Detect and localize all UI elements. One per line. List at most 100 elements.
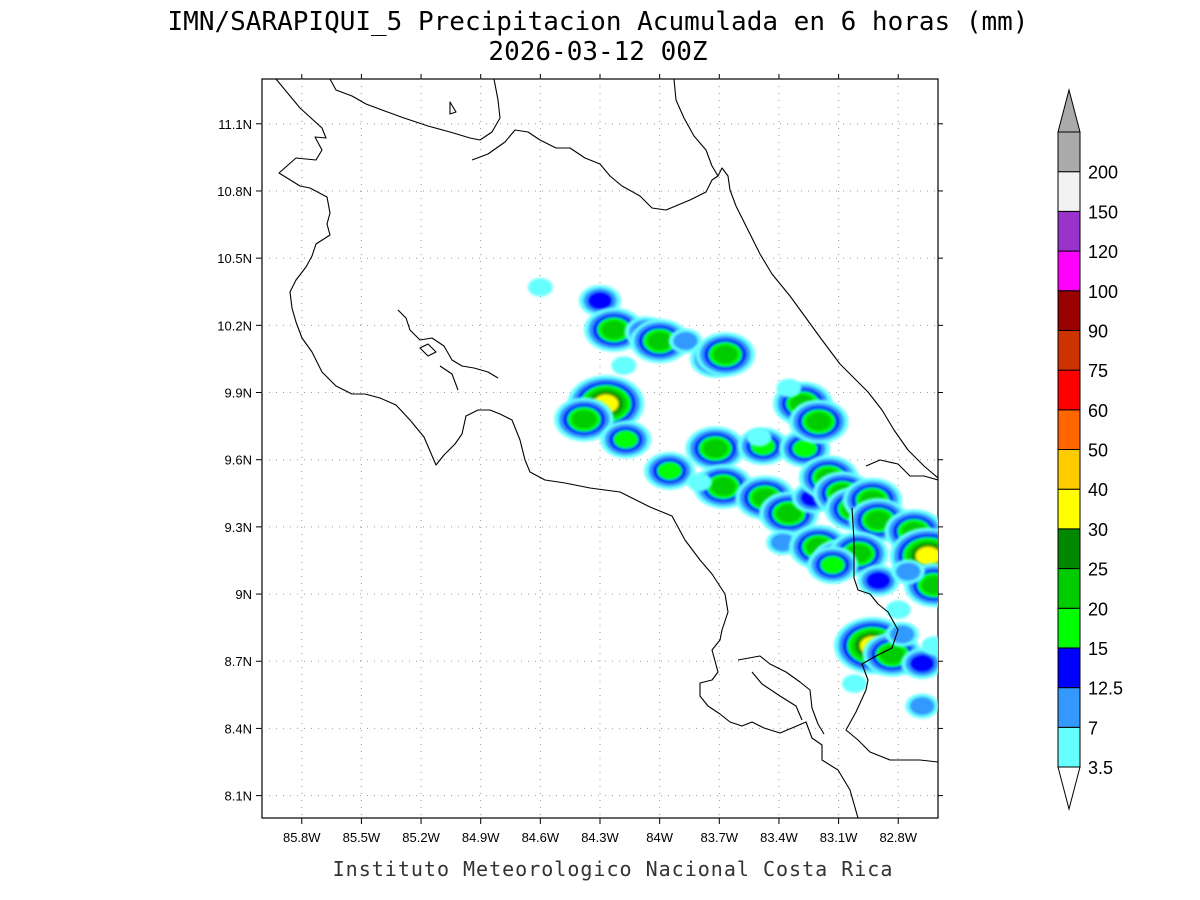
colorbar-label: 75 <box>1088 361 1108 381</box>
precip-cell <box>686 472 712 492</box>
colorbar-swatch <box>1057 210 1081 252</box>
lake-island <box>449 101 457 115</box>
precip-contour <box>571 410 597 429</box>
colorbar-label: 150 <box>1088 202 1118 222</box>
precip-contour <box>915 546 938 566</box>
precip-contour <box>611 356 637 375</box>
lat-tick-label: 8.4N <box>225 721 252 736</box>
lat-lon-grid <box>262 79 938 818</box>
lat-tick-label: 9.3N <box>225 520 252 535</box>
colorbar-label: 40 <box>1088 480 1108 500</box>
institution-credit: Instituto Meteorologico Nacional Costa R… <box>333 857 894 881</box>
precip-cell <box>611 356 637 375</box>
colorbar-swatch <box>1057 369 1081 411</box>
precipitation-colorbar: 3.5 7 12.5 15 20 25 30 40 50 60 75 90 100 120 150 200 <box>1057 88 1123 811</box>
precip-contour <box>792 439 818 458</box>
colorbar-label: 100 <box>1088 282 1118 302</box>
precip-cell <box>629 319 690 364</box>
colorbar-swatch <box>1057 607 1081 649</box>
colorbar-label: 30 <box>1088 520 1108 540</box>
precip-contour <box>776 504 802 523</box>
lat-tick-label: 10.8N <box>217 184 252 199</box>
precip-contour <box>909 696 935 716</box>
colorbar-label: 120 <box>1088 242 1118 262</box>
precip-cell <box>685 426 746 471</box>
precip-contour <box>806 412 832 431</box>
map-plot-area <box>261 78 939 819</box>
lat-tick-label: 9.6N <box>225 453 252 468</box>
colorbar-min-arrow <box>1057 766 1081 811</box>
colorbar-swatch <box>1057 131 1081 173</box>
lon-tick-label: 85.8W <box>283 830 321 845</box>
colorbar-max-arrow <box>1057 88 1081 133</box>
map-title: IMN/SARAPIQUI_5 Precipitacion Acumulada … <box>168 7 1029 37</box>
precip-contour <box>776 378 802 398</box>
precip-contour <box>746 428 772 447</box>
precip-cell <box>600 420 652 459</box>
lat-tick-label: 10.2N <box>217 318 252 333</box>
lat-tick-label: 11.1N <box>218 117 252 132</box>
colorbar-swatch <box>1057 568 1081 609</box>
colorbar-swatch <box>1057 290 1081 331</box>
precip-contour <box>647 331 673 351</box>
colorbar-label: 50 <box>1088 441 1108 461</box>
precip-contour <box>865 510 891 530</box>
colorbar-label: 12.5 <box>1088 679 1123 699</box>
precip-contour <box>885 600 911 619</box>
osa-peninsula-coast <box>737 655 825 735</box>
colorbar-label: 90 <box>1088 321 1108 341</box>
precip-contour <box>909 654 935 673</box>
colorbar-swatch <box>1057 488 1081 530</box>
precip-cell <box>905 693 938 719</box>
precip-cell <box>901 647 938 680</box>
colorbar-swatch <box>1057 528 1081 570</box>
nicoya-gulf-coast <box>397 309 499 391</box>
precip-cell <box>668 328 703 354</box>
lon-tick-label: 84.6W <box>522 830 560 845</box>
precip-cell <box>527 278 553 297</box>
precip-contour <box>879 645 905 664</box>
precip-contour <box>712 345 738 364</box>
colorbar-label: 7 <box>1088 718 1098 738</box>
colorbar-label: 20 <box>1088 599 1108 619</box>
colorbar-label: 15 <box>1088 639 1108 659</box>
pacific-coastline <box>275 79 859 818</box>
precip-contour <box>895 562 921 581</box>
precip-cell <box>759 491 819 536</box>
precip-contour <box>710 477 736 496</box>
precip-cell <box>807 546 859 584</box>
lon-tick-label: 83.1W <box>820 830 858 845</box>
precip-contour <box>527 278 553 297</box>
precip-cell <box>695 332 755 377</box>
precip-contour <box>657 461 683 481</box>
lon-tick-label: 84.3W <box>581 830 619 845</box>
precip-cell <box>885 600 911 619</box>
lat-tick-label: 9N <box>235 587 252 602</box>
precip-contour <box>601 320 627 340</box>
colorbar-label: 3.5 <box>1088 758 1113 778</box>
precip-contour <box>613 430 639 449</box>
precip-cell <box>842 674 867 693</box>
map-axes: 85.8W 85.5W 85.2W 84.9W 84.6W 84.3W 84W 83.7W 83… <box>217 74 943 845</box>
coastline-border-layer <box>275 79 938 818</box>
precip-contour <box>820 555 846 575</box>
san-juan-river <box>673 79 719 177</box>
lon-tick-label: 82.8W <box>879 830 917 845</box>
precip-contour <box>921 636 938 655</box>
lat-tick-label: 10.5N <box>217 251 252 266</box>
panama-border <box>845 459 938 763</box>
colorbar-label: 60 <box>1088 401 1108 421</box>
lat-tick-label: 8.1N <box>225 789 252 804</box>
colorbar-swatch <box>1057 449 1081 490</box>
precip-contour <box>673 331 698 351</box>
precipitation-field <box>527 278 938 719</box>
colorbar-swatch <box>1057 647 1081 689</box>
lat-tick-label: 9.9N <box>225 386 252 401</box>
precip-cell <box>776 378 802 398</box>
lon-tick-label: 84W <box>646 830 673 845</box>
lon-tick-label: 85.2W <box>402 830 440 845</box>
precip-contour <box>686 472 712 492</box>
lon-tick-label: 83.4W <box>760 830 798 845</box>
precip-contour <box>889 625 915 644</box>
